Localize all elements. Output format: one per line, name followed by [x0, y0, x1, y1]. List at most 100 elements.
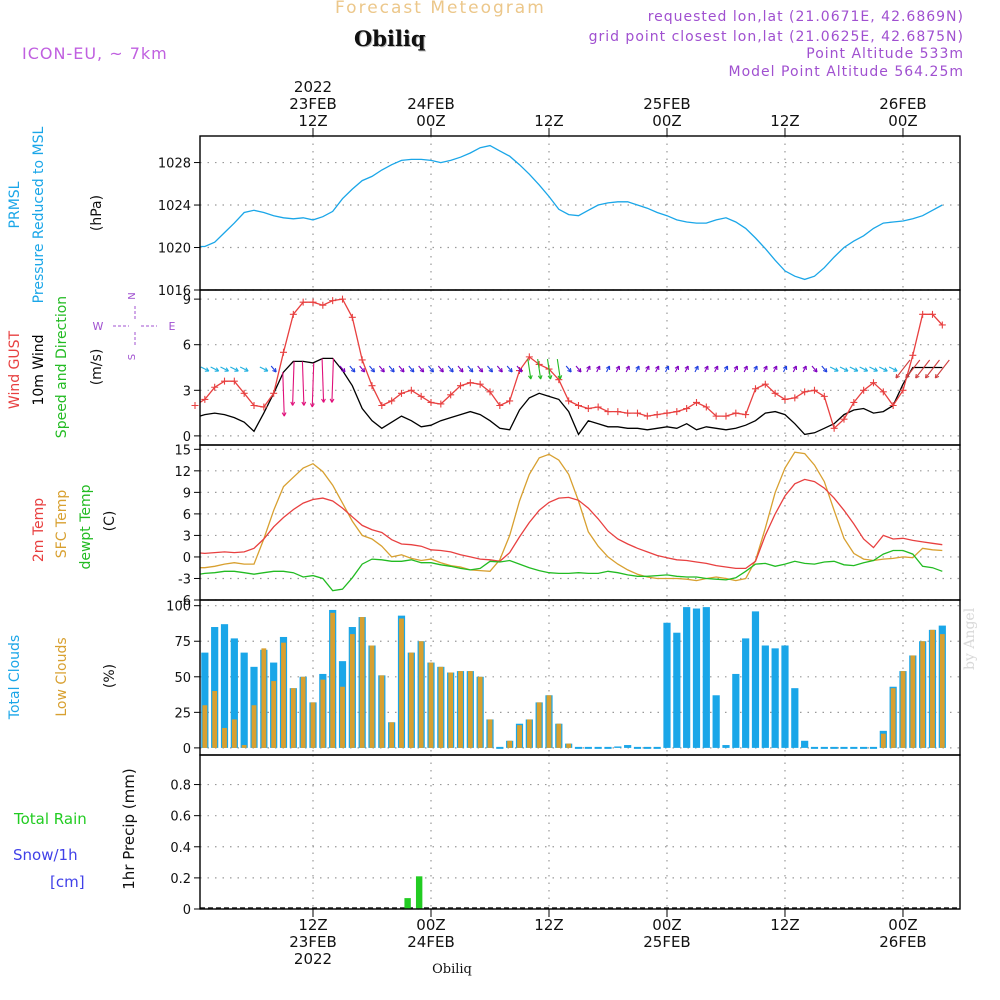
low-cloud-bar [281, 642, 286, 748]
wind-arrowhead [439, 367, 444, 373]
wind-arrowhead [195, 368, 199, 371]
total-cloud-bar [732, 673, 740, 748]
gust-line [200, 298, 943, 430]
wind-arrowhead [518, 367, 523, 373]
wind-arrow [369, 365, 375, 373]
low-cloud-bar [880, 733, 886, 748]
gust-marker [329, 297, 337, 305]
wind-arrowhead [822, 367, 828, 373]
wind-arrowhead [224, 367, 229, 372]
wind-arrowhead [813, 367, 818, 373]
wind-arrowhead [214, 367, 220, 372]
compass-west: W [93, 320, 104, 333]
wind-arrowhead [281, 412, 287, 417]
gust-marker [211, 383, 219, 391]
wind-arrowhead [341, 367, 346, 373]
wind-arrowhead [763, 365, 768, 371]
gust-marker [280, 348, 288, 356]
total-cloud-bar [742, 638, 750, 748]
temp-axis-label: (C) [102, 511, 118, 532]
wind-arrowhead [615, 365, 621, 371]
x-tick-label: 00Z [888, 112, 917, 130]
wind-arrowhead [301, 401, 307, 406]
pressure-series-name: PRMSL [7, 181, 23, 228]
wind-arrow [546, 358, 552, 380]
wind-arrowhead [733, 365, 739, 371]
gust-marker [270, 389, 278, 397]
wind10m-series-name: 10m Wind [31, 334, 47, 405]
wind-arrowhead [802, 365, 807, 371]
wind-arrow [331, 358, 334, 403]
gust-marker [506, 397, 514, 405]
wind-arrow [859, 366, 868, 372]
y-tick-label: 15 [174, 443, 191, 458]
panel-frame-precip [199, 754, 961, 910]
gust-marker [751, 385, 759, 393]
rain-bar [404, 898, 411, 909]
total-cloud-bar [220, 624, 229, 748]
model-altitude: Model Point Altitude 564.25m [728, 64, 964, 80]
wind-arrowhead [508, 367, 513, 373]
y-tick-label: 0.2 [170, 872, 191, 887]
gust-marker [614, 408, 622, 416]
low-cloud-bar [546, 695, 552, 748]
wind-arrow [467, 365, 474, 373]
wind-arrowhead [605, 365, 611, 371]
wind-arrow [496, 365, 503, 373]
gust-marker [397, 389, 405, 397]
low-cloud-bar [458, 671, 463, 748]
gust-marker [427, 398, 435, 406]
wind-arrow [457, 365, 464, 373]
low-cloud-bar [271, 681, 277, 748]
total-cloud-bar [201, 652, 209, 748]
wind-arrow [811, 365, 818, 373]
gust-marker [447, 391, 455, 399]
y-tick-label: 3 [183, 529, 191, 544]
x-tick-label: 23FEB [289, 933, 336, 951]
dewpt-series-name: dewpt Temp [78, 484, 94, 569]
y-tick-label: 0 [183, 742, 191, 757]
gust-marker [683, 405, 691, 413]
wind-arrowhead [586, 365, 591, 371]
y-tick-label: 12 [174, 465, 191, 480]
y-tick-label: -6 [178, 594, 191, 609]
total-cloud-bar [230, 638, 238, 748]
low-cloud-bar [939, 634, 945, 748]
wind-arrowhead [625, 365, 630, 371]
gust-marker [299, 298, 307, 306]
gust-marker [850, 398, 858, 406]
y-tick-label: 0.8 [170, 779, 191, 794]
panel-temperature: -6 -3 0 3 6 9 12 15 [174, 443, 960, 609]
wind-arrow [428, 365, 434, 373]
gust-marker [456, 382, 464, 390]
wind-arrowhead [409, 367, 415, 373]
precip-axis-label: 1hr Precip (mm) [120, 768, 138, 889]
wind-arrowhead [204, 367, 210, 372]
gust-marker [584, 405, 592, 413]
wind-arrowhead [853, 367, 859, 372]
low-cloud-bar [467, 671, 473, 748]
cloud-axis-label: (%) [102, 664, 118, 688]
gust-marker [928, 310, 936, 318]
y-tick-label: 50 [174, 671, 191, 686]
gust-marker [240, 389, 248, 397]
wind-arrowhead [743, 365, 748, 371]
y-tick-label: 0.6 [170, 810, 191, 825]
requested-coords: requested lon,lat (21.0671E, 42.6869N) [647, 9, 964, 25]
y-tick-label: 3 [183, 384, 191, 399]
wind-arrowhead [635, 365, 640, 371]
wind-arrow [934, 359, 950, 379]
y-tick-label: 9 [183, 486, 191, 501]
wind-arrow [821, 365, 828, 373]
gust-marker [358, 356, 366, 364]
compass-south: S [127, 354, 138, 360]
wind-arrowhead [329, 398, 335, 403]
low-cloud-bar [920, 641, 926, 748]
x-tick-label: 25FEB [643, 95, 690, 113]
gust-marker [388, 397, 396, 405]
wind-arrow [575, 365, 582, 373]
wind-arrowhead [782, 365, 788, 371]
wind-arrowhead [645, 365, 650, 371]
wind-arrow [849, 366, 859, 372]
wind-arrowhead [370, 367, 376, 373]
